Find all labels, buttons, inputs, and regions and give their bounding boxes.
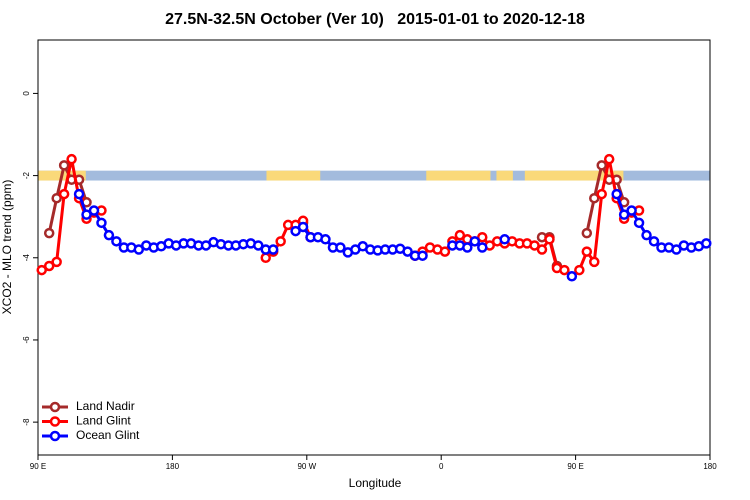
data-point <box>648 236 660 247</box>
x-tick-label: 180 <box>703 462 717 471</box>
data-point <box>96 217 107 229</box>
land-band <box>426 170 491 181</box>
data-point <box>58 160 70 171</box>
legend-marker <box>49 430 61 442</box>
data-point <box>574 264 585 276</box>
data-point <box>589 256 600 268</box>
data-point <box>51 192 62 204</box>
data-point <box>290 225 301 237</box>
y-tick-label: -6 <box>22 336 31 344</box>
data-point <box>559 264 570 276</box>
data-point <box>58 188 70 200</box>
ocean-band <box>38 170 710 181</box>
data-point <box>611 188 622 200</box>
data-point <box>536 244 548 255</box>
data-point <box>544 234 555 245</box>
data-point <box>671 244 682 255</box>
data-point <box>275 236 286 247</box>
legend-marker <box>49 416 61 427</box>
data-point <box>499 234 510 245</box>
y-axis-label: XCO2 - MLO trend (ppm) <box>0 180 14 315</box>
data-point <box>529 240 540 251</box>
x-tick-label: 180 <box>166 462 180 471</box>
data-point <box>111 236 122 247</box>
data-point <box>603 153 615 165</box>
data-point <box>439 246 451 257</box>
legend-label: Land Glint <box>76 414 131 428</box>
y-tick-label: -4 <box>22 254 31 262</box>
legend-label: Ocean Glint <box>76 428 140 442</box>
data-point <box>477 231 488 243</box>
data-point <box>81 209 92 220</box>
data-point <box>73 188 85 200</box>
data-point <box>618 209 630 220</box>
y-tick-label: -2 <box>22 171 31 179</box>
data-point <box>36 264 47 276</box>
land-band <box>266 170 321 181</box>
data-point <box>66 153 77 165</box>
data-point <box>454 229 466 241</box>
x-tick-label: 0 <box>439 462 444 471</box>
data-point <box>633 217 645 229</box>
x-tick-label: 90 E <box>30 462 46 471</box>
data-point <box>133 244 145 255</box>
data-point <box>462 242 473 253</box>
data-point <box>51 256 62 268</box>
data-point <box>267 244 279 255</box>
data-point <box>253 240 264 251</box>
data-point <box>88 205 100 216</box>
data-point <box>581 227 593 239</box>
y-tick-label: -8 <box>22 418 31 426</box>
data-point <box>320 234 331 245</box>
data-point <box>402 246 413 257</box>
y-tick-label: 0 <box>22 91 31 96</box>
data-point <box>297 221 309 233</box>
data-point <box>566 271 578 282</box>
data-point <box>103 229 115 241</box>
land-band <box>524 170 624 181</box>
plot-frame <box>37 39 711 456</box>
x-tick-label: 90 E <box>567 462 583 471</box>
data-point <box>596 160 607 171</box>
data-point <box>260 252 271 264</box>
data-point <box>626 205 637 216</box>
data-point <box>417 250 428 261</box>
legend-label: Land Nadir <box>76 399 135 413</box>
data-point <box>43 260 55 272</box>
data-point <box>477 242 488 253</box>
x-axis-label: Longitude <box>349 476 402 490</box>
data-point <box>335 242 346 253</box>
legend-marker <box>49 401 61 413</box>
data-point <box>596 188 607 200</box>
data-point <box>589 192 600 204</box>
data-point <box>701 238 712 249</box>
data-point <box>641 229 652 241</box>
data-point <box>581 246 593 257</box>
x-tick-label: 90 W <box>297 462 316 471</box>
data-point <box>469 236 481 247</box>
land-band <box>496 170 513 181</box>
data-point <box>43 227 55 239</box>
chart-title: 27.5N-32.5N October (Ver 10) 2015-01-01 … <box>165 11 585 28</box>
